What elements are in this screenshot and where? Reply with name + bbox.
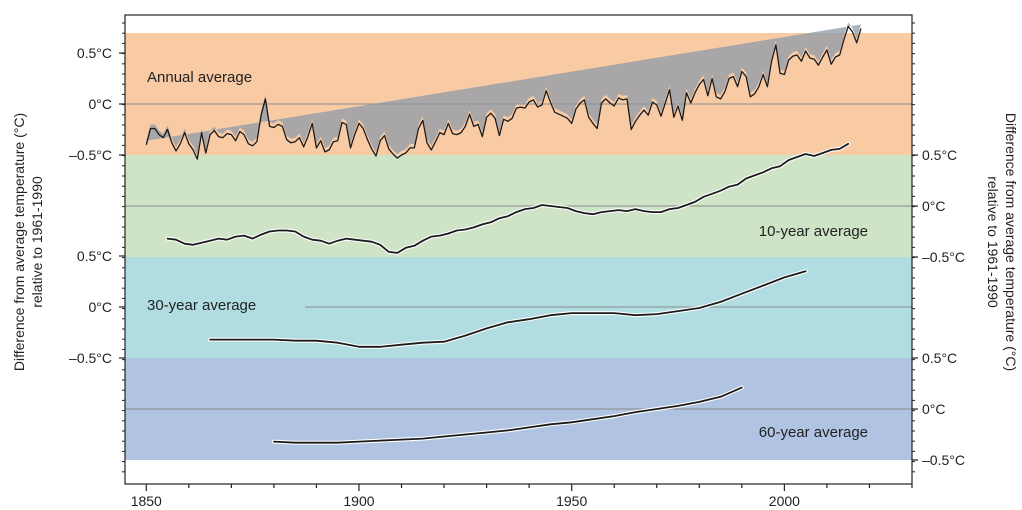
annual-average-ytick-label: –0.5°C — [69, 147, 112, 163]
y-axis-title-left-line2: relative to 1961-1990 — [29, 176, 45, 308]
10-year-average-ytick-label: –0.5°C — [922, 249, 965, 265]
60-year-average-series-line — [273, 386, 743, 444]
60-year-average-ytick-label: 0°C — [922, 401, 946, 417]
30-year-average-ytick-label: –0.5°C — [69, 350, 112, 366]
10-year-average-label: 10-year average — [759, 223, 868, 240]
tick-labels: 0.5°C 0°C –0.5°C 0.5°C 0°C –0.5°C 0.5°C 0°C –0.5… — [69, 45, 965, 509]
annual-average-label: Annual average — [147, 69, 252, 86]
xtick-label: 2000 — [769, 493, 800, 509]
10-year-average-series-line — [166, 142, 850, 254]
10-year-average-ytick-label: 0°C — [922, 198, 946, 214]
axis-titles: Difference from average temperature (°C)… — [11, 113, 1019, 371]
annual-average-ytick-label: 0°C — [89, 96, 113, 112]
30-year-average-label: 30-year average — [147, 297, 256, 314]
xtick-label: 1850 — [131, 493, 162, 509]
60-year-average-label: 60-year average — [759, 424, 868, 441]
y-axis-title-right-line1: Difference from average temperature (°C) — [1003, 113, 1019, 371]
annual-average-ytick-label: 0.5°C — [77, 45, 112, 61]
10-year-average-ytick-label: 0.5°C — [922, 147, 957, 163]
30-year-average-ytick-label: 0.5°C — [77, 248, 112, 264]
xtick-label: 1900 — [343, 493, 374, 509]
60-year-average-ytick-label: –0.5°C — [922, 452, 965, 468]
zero-lines — [125, 103, 912, 410]
annual-average-uncertainty-band — [146, 22, 862, 156]
panel-labels: Annual average 10-year average 30-year ave… — [147, 69, 868, 441]
tick-marks — [119, 22, 918, 491]
series-layer — [145, 22, 862, 445]
plot-frame — [124, 14, 913, 485]
axes — [124, 14, 913, 485]
30-year-average-ytick-label: 0°C — [89, 299, 113, 315]
annual-average-series-line — [145, 25, 862, 160]
30-year-average-series-line — [209, 270, 807, 348]
y-axis-title-left-line1: Difference from average temperature (°C) — [11, 113, 27, 371]
y-axis-title-right-line2: relative to 1961-1990 — [985, 176, 1001, 308]
xtick-label: 1950 — [556, 493, 587, 509]
60-year-average-ytick-label: 0.5°C — [922, 350, 957, 366]
